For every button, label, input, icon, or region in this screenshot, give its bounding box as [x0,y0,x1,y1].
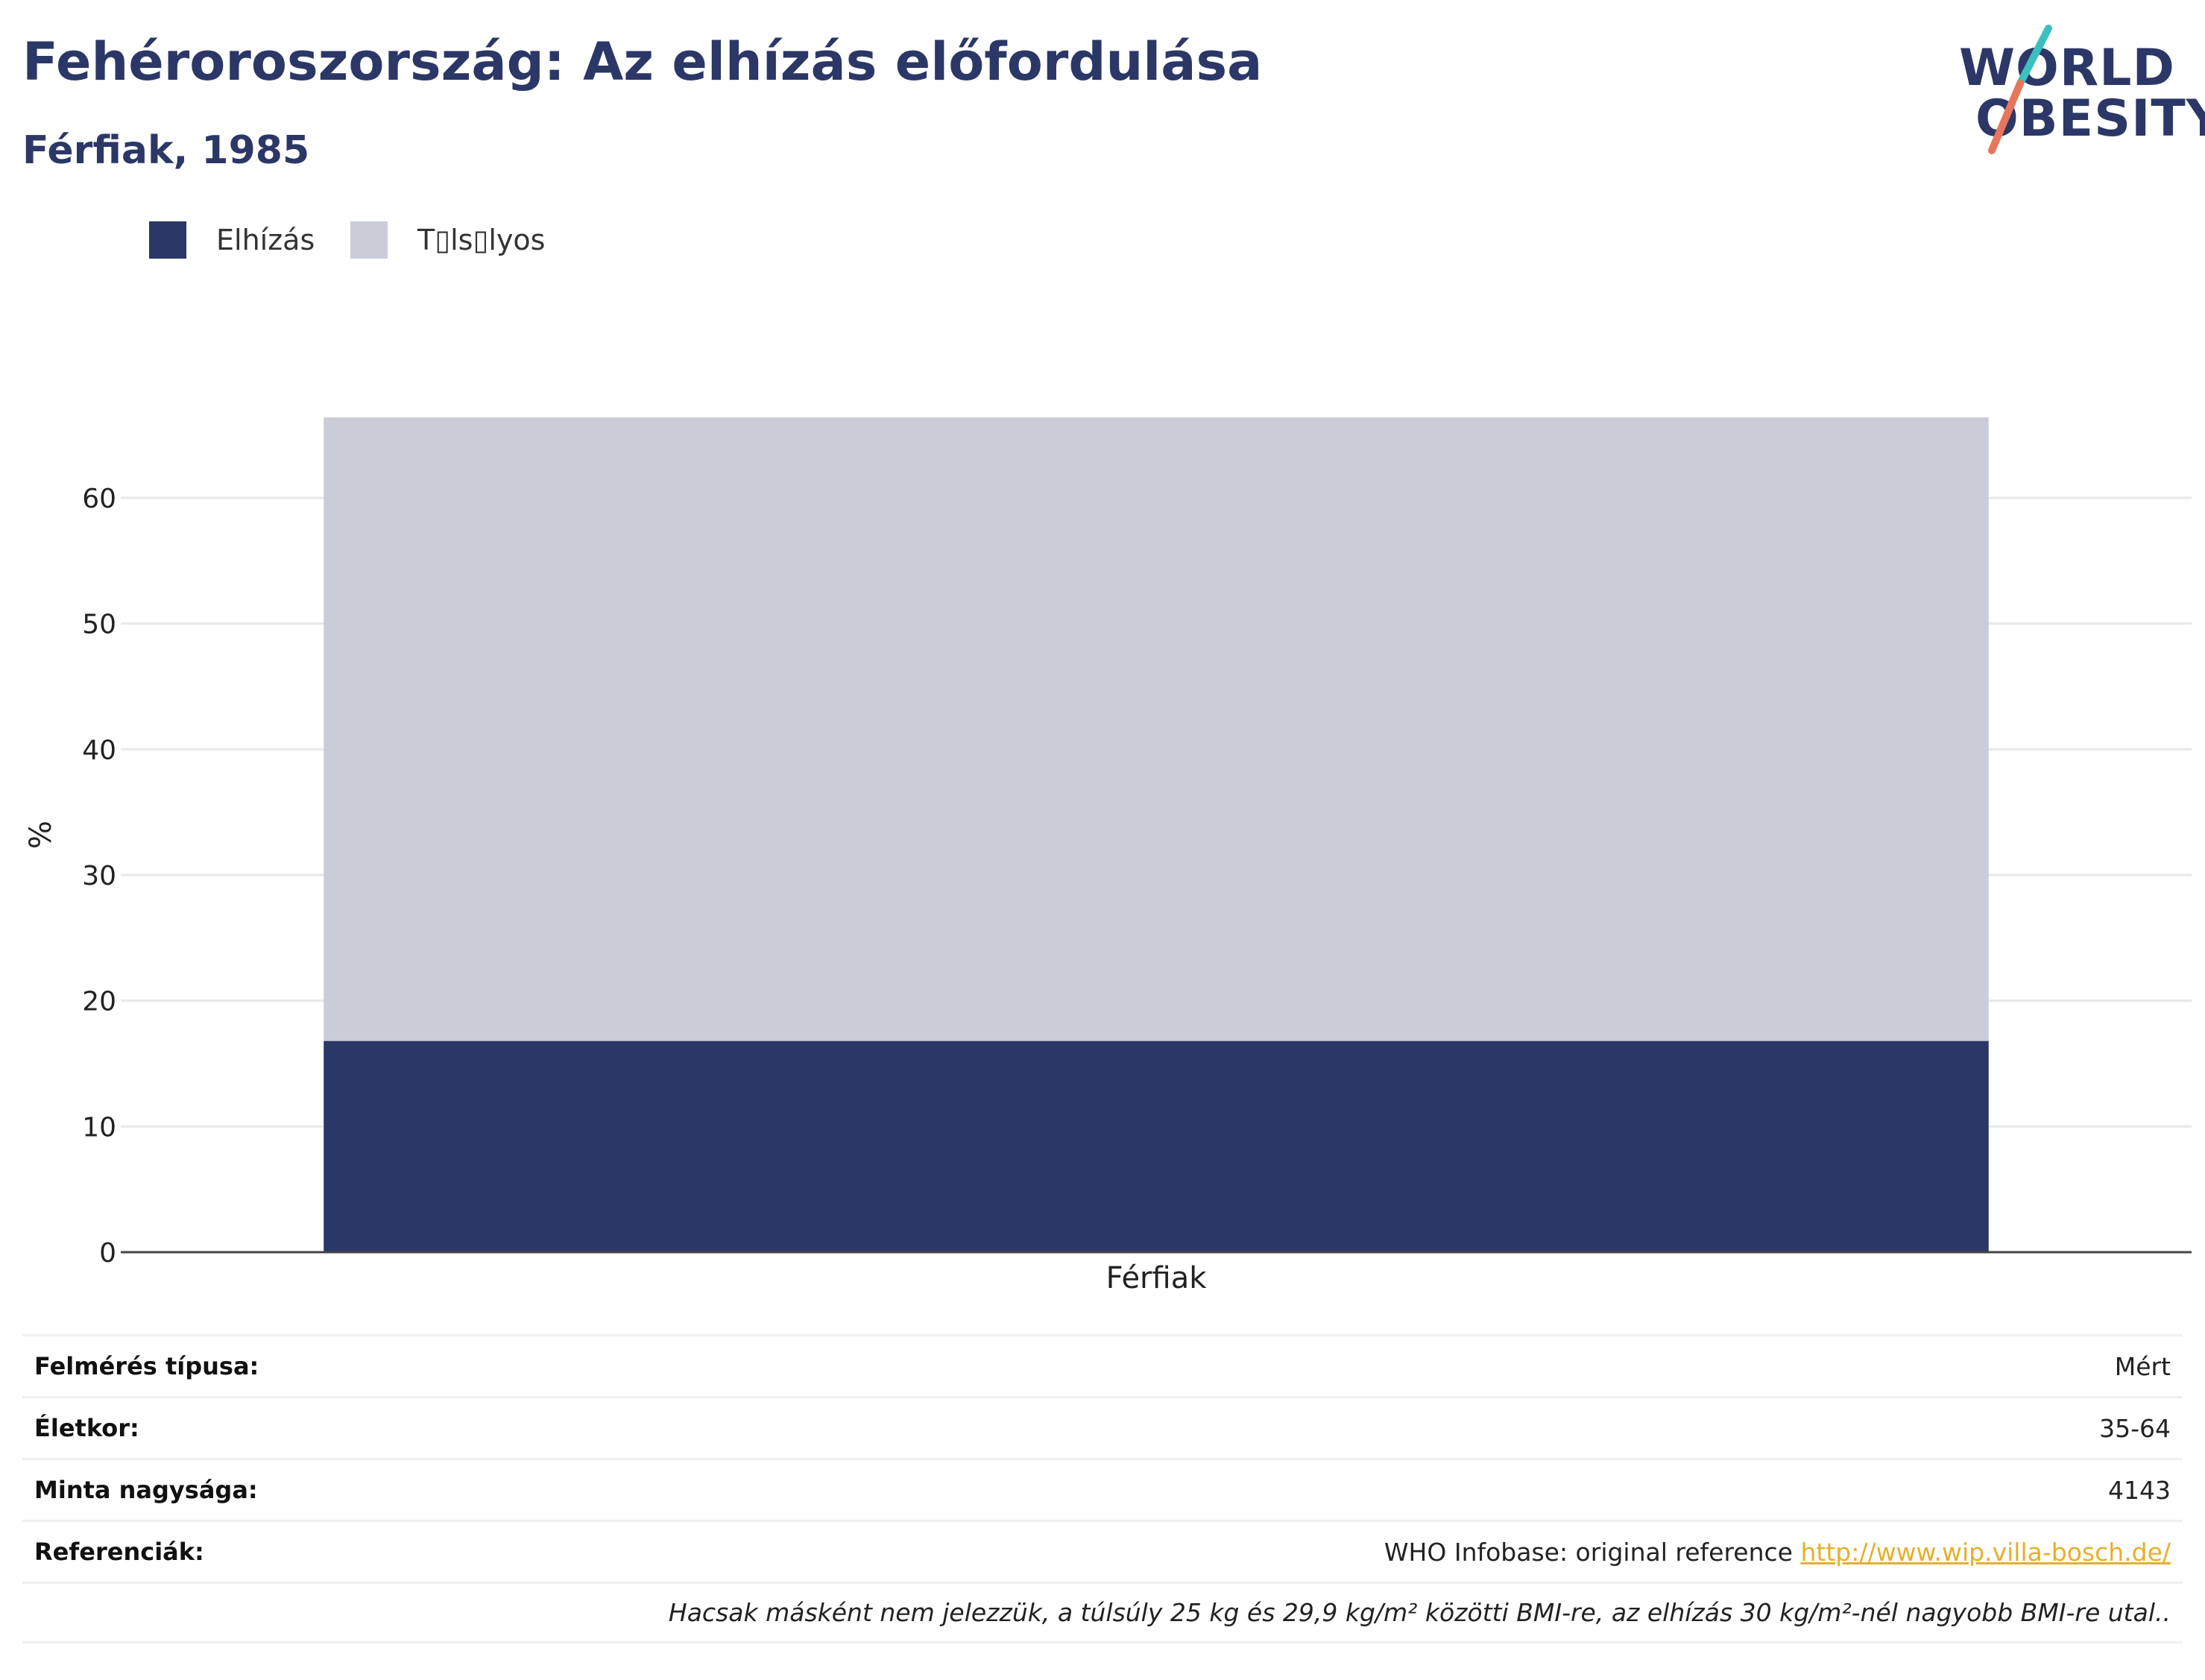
info-row-sample-size: Minta nagysága: 4143 [22,1458,2183,1520]
bar-chart: 0 10 20 30 40 50 60 Férfiak% [24,417,2192,1295]
legend-swatch-overweight [350,221,388,259]
survey-info-table: Felmérés típusa: Mért Életkor: 35-64 Min… [22,1334,2183,1643]
y-axis-title: % [24,821,58,849]
bmi-footnote: Hacsak másként nem jelezzük, a túlsúly 2… [668,1598,2171,1627]
x-tick-label: Férfiak [1106,1261,1208,1295]
page-subtitle: Férfiak, 1985 [22,128,310,173]
logo-line1: WORLD [1959,39,2175,98]
info-label: Életkor: [34,1414,139,1442]
info-value: WHO Infobase: original reference http://… [1384,1538,2171,1567]
info-row-age: Életkor: 35-64 [22,1396,2183,1458]
logo-slash-icon [1988,25,2052,154]
bar-obesity [324,1040,1989,1252]
page-title: Fehéroroszország: Az elhízás előfordulás… [22,31,1263,92]
info-row-survey-type: Felmérés típusa: Mért [22,1334,2183,1396]
y-tick-label: 40 [82,735,116,765]
y-tick-label: 10 [82,1112,116,1143]
legend-swatch-obesity [149,221,186,259]
info-value: 4143 [2108,1475,2171,1505]
reference-text: WHO Infobase: original reference [1384,1537,1793,1567]
info-row-references: Referenciák: WHO Infobase: original refe… [22,1520,2183,1582]
info-label: Felmérés típusa: [34,1352,259,1380]
reference-link[interactable]: http://www.wip.villa-bosch.de/ [1800,1537,2171,1567]
bar-overweight [324,417,1989,1041]
legend-label-obesity: Elhízás [216,224,315,256]
legend-item-obesity[interactable]: Elhízás [149,219,315,261]
bars [324,417,1989,1252]
y-tick-label: 0 [99,1238,116,1269]
y-tick-label: 60 [82,484,116,514]
y-tick-label: 30 [82,861,116,891]
y-tick-label: 50 [82,610,116,640]
axes: 0 10 20 30 40 50 60 Férfiak% [24,484,2192,1295]
y-tick-label: 20 [82,987,116,1017]
info-label: Minta nagysága: [34,1476,258,1504]
info-label: Referenciák: [34,1538,204,1566]
world-obesity-logo[interactable]: WORLD OBESITY [1953,24,2205,158]
info-row-note: Hacsak másként nem jelezzük, a túlsúly 2… [22,1582,2183,1643]
info-value: 35-64 [2099,1413,2171,1443]
legend-label-overweight: T▯ls▯lyos [417,224,546,256]
info-value: Mért [2114,1351,2171,1381]
legend-item-overweight[interactable]: T▯ls▯lyos [350,219,545,261]
